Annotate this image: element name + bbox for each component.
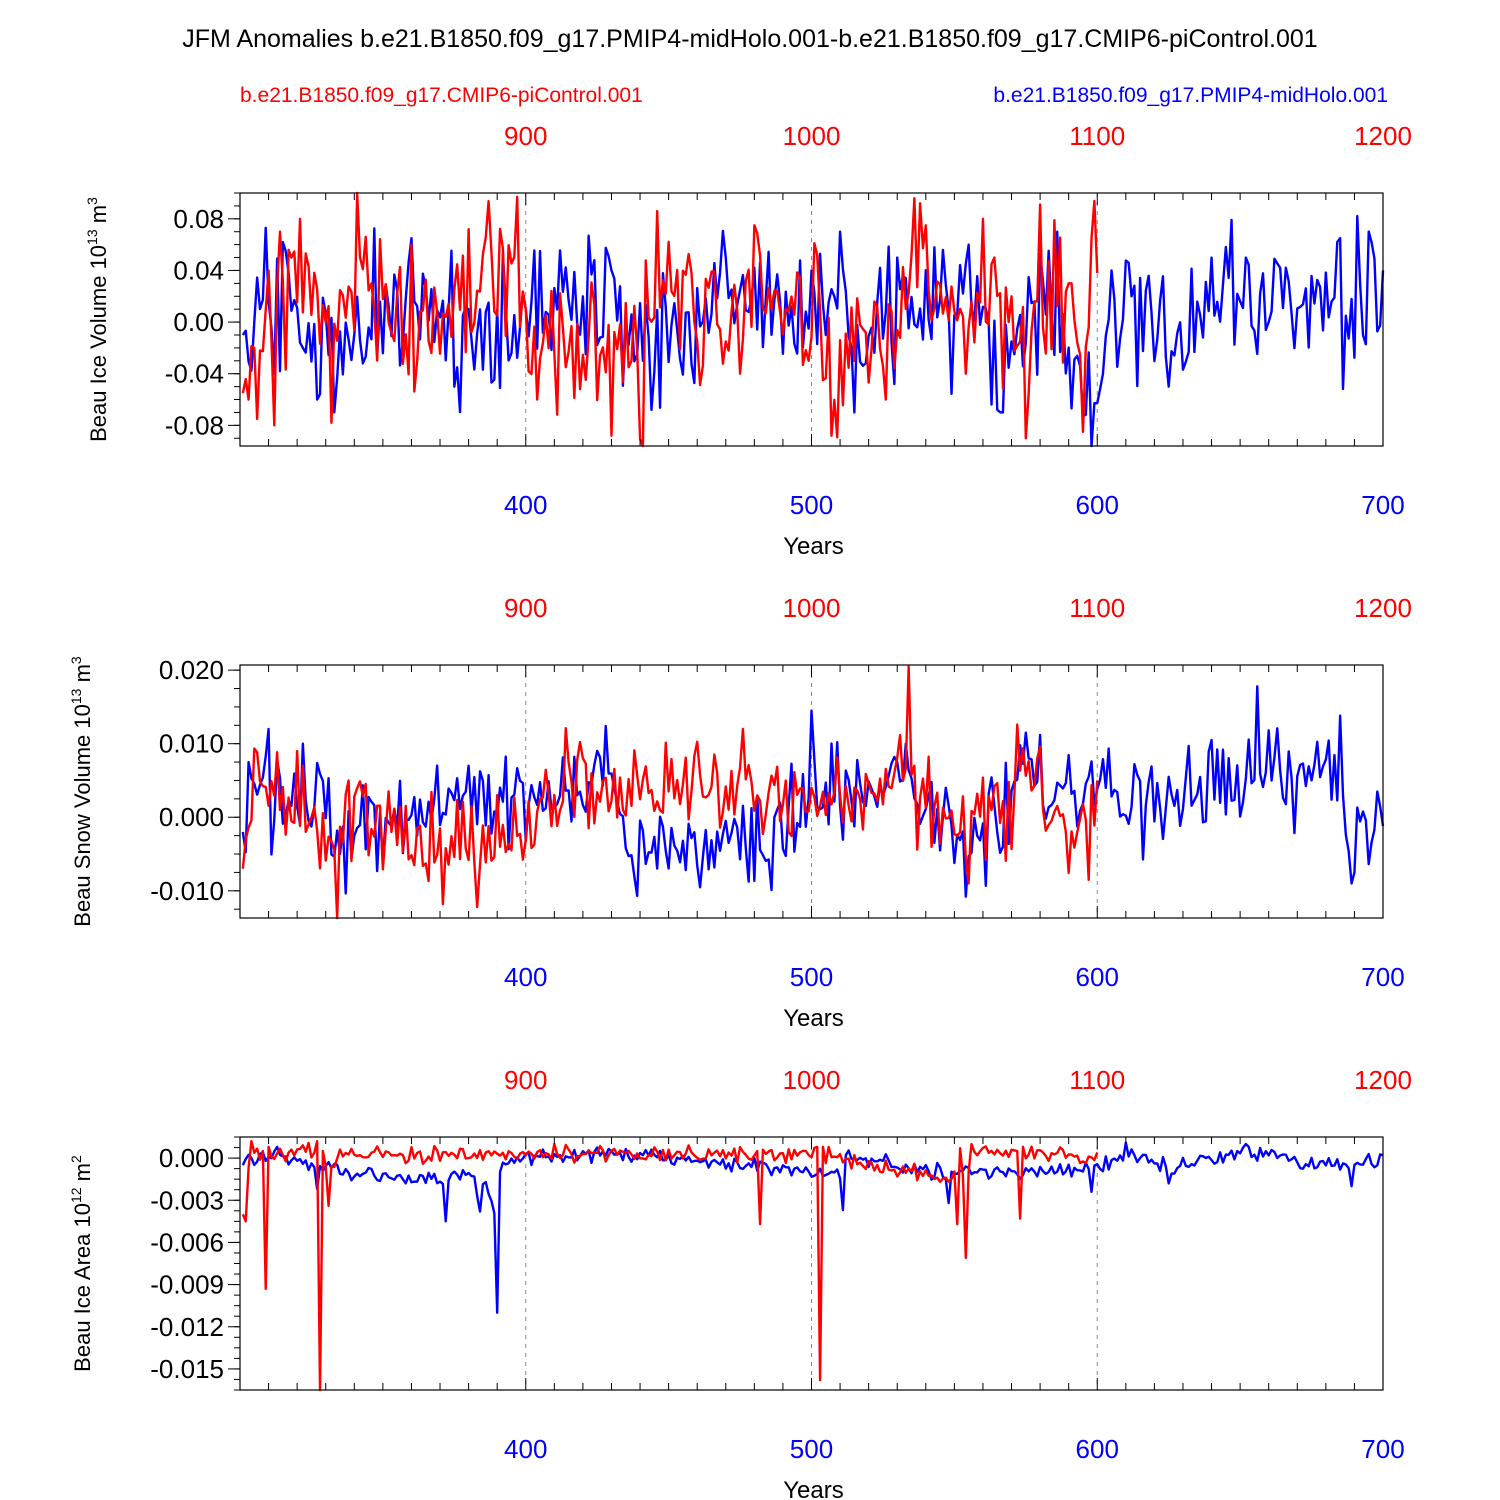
- x-tick-label-bottom: 700: [1361, 962, 1404, 992]
- panels: 400 500 600 700 900 1000 1100 1200 Years -0.08 -0.…: [68, 121, 1412, 1500]
- x-axis-label: Years: [783, 533, 844, 560]
- x-tick-label-top: 1100: [1069, 1065, 1125, 1095]
- x-tick-label-top: 1000: [783, 1065, 841, 1095]
- x-tick-label-top: 900: [504, 593, 547, 623]
- x-tick-label-bottom: 500: [790, 490, 833, 520]
- legend-control-label: b.e21.B1850.f09_g17.CMIP6-piControl.001: [240, 84, 643, 107]
- y-tick-label: 0.08: [173, 204, 224, 234]
- legend-midholo-label: b.e21.B1850.f09_g17.PMIP4-midHolo.001: [993, 84, 1388, 107]
- y-tick-label: -0.006: [150, 1227, 224, 1257]
- x-tick-label-bottom: 400: [504, 490, 547, 520]
- series-line-picontrol: [241, 665, 1099, 920]
- chart-panel-1: 400 500 600 700 900 1000 1100 1200 Years -0.08 -0.…: [84, 121, 1412, 560]
- y-tick-label: -0.08: [165, 410, 224, 440]
- x-tick-label-bottom: 700: [1361, 1434, 1404, 1464]
- y-tick-label: -0.010: [150, 876, 224, 906]
- x-tick-label-top: 1100: [1069, 593, 1125, 623]
- x-tick-label-bottom: 400: [504, 1434, 547, 1464]
- y-tick-label: 0.00: [173, 307, 224, 337]
- y-tick-label: 0.020: [159, 655, 224, 685]
- x-tick-label-top: 1200: [1354, 1065, 1412, 1095]
- x-tick-label-bottom: 600: [1076, 1434, 1119, 1464]
- chart-panel-3: 400 500 600 700 900 1000 1100 1200 Years -0.015 -0…: [68, 1065, 1412, 1500]
- chart-panel-2: 400 500 600 700 900 1000 1100 1200 Years -0.010 0.…: [68, 593, 1412, 1032]
- y-tick-label: 0.04: [173, 255, 224, 285]
- x-tick-label-bottom: 400: [504, 962, 547, 992]
- x-tick-label-top: 900: [504, 121, 547, 151]
- x-tick-label-top: 900: [504, 1065, 547, 1095]
- chart-title: JFM Anomalies b.e21.B1850.f09_g17.PMIP4-…: [182, 25, 1317, 53]
- series-line-picontrol: [241, 191, 1099, 448]
- y-tick-label: 0.000: [159, 802, 224, 832]
- y-tick-label: -0.015: [150, 1354, 224, 1384]
- y-axis-label: Beau Snow Volume 1013 m3: [68, 656, 95, 927]
- y-tick-label: 0.010: [159, 729, 224, 759]
- series-line-midholo: [241, 1141, 1384, 1314]
- x-tick-label-top: 1100: [1069, 121, 1125, 151]
- x-tick-label-top: 1200: [1354, 593, 1412, 623]
- y-tick-label: -0.003: [150, 1185, 224, 1215]
- x-tick-label-bottom: 500: [790, 1434, 833, 1464]
- y-tick-label: -0.04: [165, 359, 224, 389]
- x-tick-label-top: 1200: [1354, 121, 1412, 151]
- x-tick-label-bottom: 600: [1076, 490, 1119, 520]
- y-axis-label: Beau Ice Volume 1013 m3: [84, 197, 111, 442]
- x-tick-label-bottom: 600: [1076, 962, 1119, 992]
- series-line-picontrol: [241, 1140, 1099, 1392]
- x-tick-label-bottom: 500: [790, 962, 833, 992]
- x-axis-label: Years: [783, 1005, 844, 1032]
- y-tick-label: 0.000: [159, 1143, 224, 1173]
- x-tick-label-top: 1000: [783, 121, 841, 151]
- y-axis-label: Beau Ice Area 1012 m2: [68, 1155, 95, 1372]
- y-tick-label: -0.012: [150, 1312, 224, 1342]
- x-tick-label-top: 1000: [783, 593, 841, 623]
- y-tick-label: -0.009: [150, 1270, 224, 1300]
- x-axis-label: Years: [783, 1477, 844, 1500]
- x-tick-label-bottom: 700: [1361, 490, 1404, 520]
